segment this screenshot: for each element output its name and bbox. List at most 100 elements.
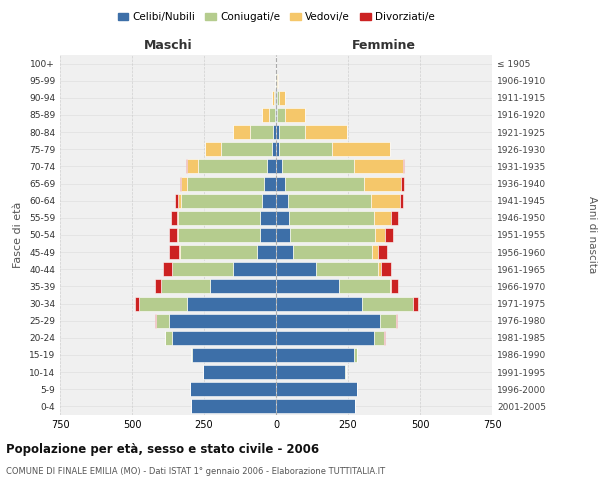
Bar [289,211,374,225]
Bar [272,142,276,156]
Bar [362,296,413,310]
Bar [165,331,172,345]
Bar [354,160,403,173]
Bar [275,108,276,122]
Bar [391,280,398,293]
Bar [276,194,287,207]
Bar [276,160,282,173]
Bar [276,245,293,259]
Bar [274,91,275,105]
Bar [340,280,390,293]
Bar [186,160,187,173]
Bar [265,176,276,190]
Bar [269,108,275,122]
Bar [401,176,404,190]
Bar [373,245,378,259]
Bar [282,160,354,173]
Text: Popolazione per età, sesso e stato civile - 2006: Popolazione per età, sesso e stato civil… [6,442,319,456]
Bar [187,296,276,310]
Bar [396,314,397,328]
Bar [276,228,290,242]
Bar [284,108,305,122]
Bar [391,211,398,225]
Bar [354,348,356,362]
Bar [191,400,276,413]
Bar [277,91,279,105]
Bar [293,245,373,259]
Bar [260,228,276,242]
Bar [374,211,391,225]
Bar [169,314,276,328]
Bar [275,91,276,105]
Bar [233,125,250,139]
Bar [276,280,340,293]
Bar [233,262,276,276]
Bar [284,176,364,190]
Bar [316,262,378,276]
Bar [287,194,371,207]
Bar [276,108,277,122]
Bar [273,125,276,139]
Bar [262,108,269,122]
Bar [279,142,332,156]
Bar [187,160,198,173]
Bar [413,296,418,310]
Bar [276,262,316,276]
Legend: Celibi/Nubili, Coniugati/e, Vedovi/e, Divorziati/e: Celibi/Nubili, Coniugati/e, Vedovi/e, Di… [113,8,439,26]
Bar [276,176,284,190]
Bar [290,228,376,242]
Bar [364,176,401,190]
Text: Anni di nascita: Anni di nascita [587,196,597,274]
Bar [277,74,278,88]
Bar [385,228,392,242]
Bar [181,176,187,190]
Bar [276,125,279,139]
Bar [221,142,272,156]
Bar [169,245,179,259]
Bar [276,400,355,413]
Text: Maschi: Maschi [143,40,193,52]
Bar [203,365,276,379]
Bar [205,142,221,156]
Bar [155,314,157,328]
Bar [276,365,345,379]
Bar [380,314,395,328]
Bar [176,228,178,242]
Bar [198,160,268,173]
Bar [378,262,381,276]
Bar [276,296,362,310]
Text: COMUNE DI FINALE EMILIA (MO) - Dati ISTAT 1° gennaio 2006 - Elaborazione TUTTITA: COMUNE DI FINALE EMILIA (MO) - Dati ISTA… [6,468,385,476]
Bar [276,331,374,345]
Bar [155,280,161,293]
Bar [390,280,391,293]
Bar [157,314,169,328]
Bar [276,314,380,328]
Bar [250,125,273,139]
Bar [403,160,404,173]
Bar [268,160,276,173]
Bar [276,142,279,156]
Bar [276,211,289,225]
Bar [276,348,354,362]
Bar [262,194,276,207]
Bar [381,262,391,276]
Bar [179,245,257,259]
Bar [190,382,276,396]
Bar [172,262,233,276]
Bar [178,228,260,242]
Bar [400,194,403,207]
Bar [272,91,274,105]
Bar [279,91,285,105]
Bar [276,382,356,396]
Bar [193,348,276,362]
Bar [371,194,400,207]
Bar [260,211,276,225]
Bar [332,142,390,156]
Text: Femmine: Femmine [352,40,416,52]
Bar [210,280,276,293]
Bar [305,125,347,139]
Bar [374,331,384,345]
Bar [163,262,172,276]
Bar [175,194,178,207]
Bar [378,245,387,259]
